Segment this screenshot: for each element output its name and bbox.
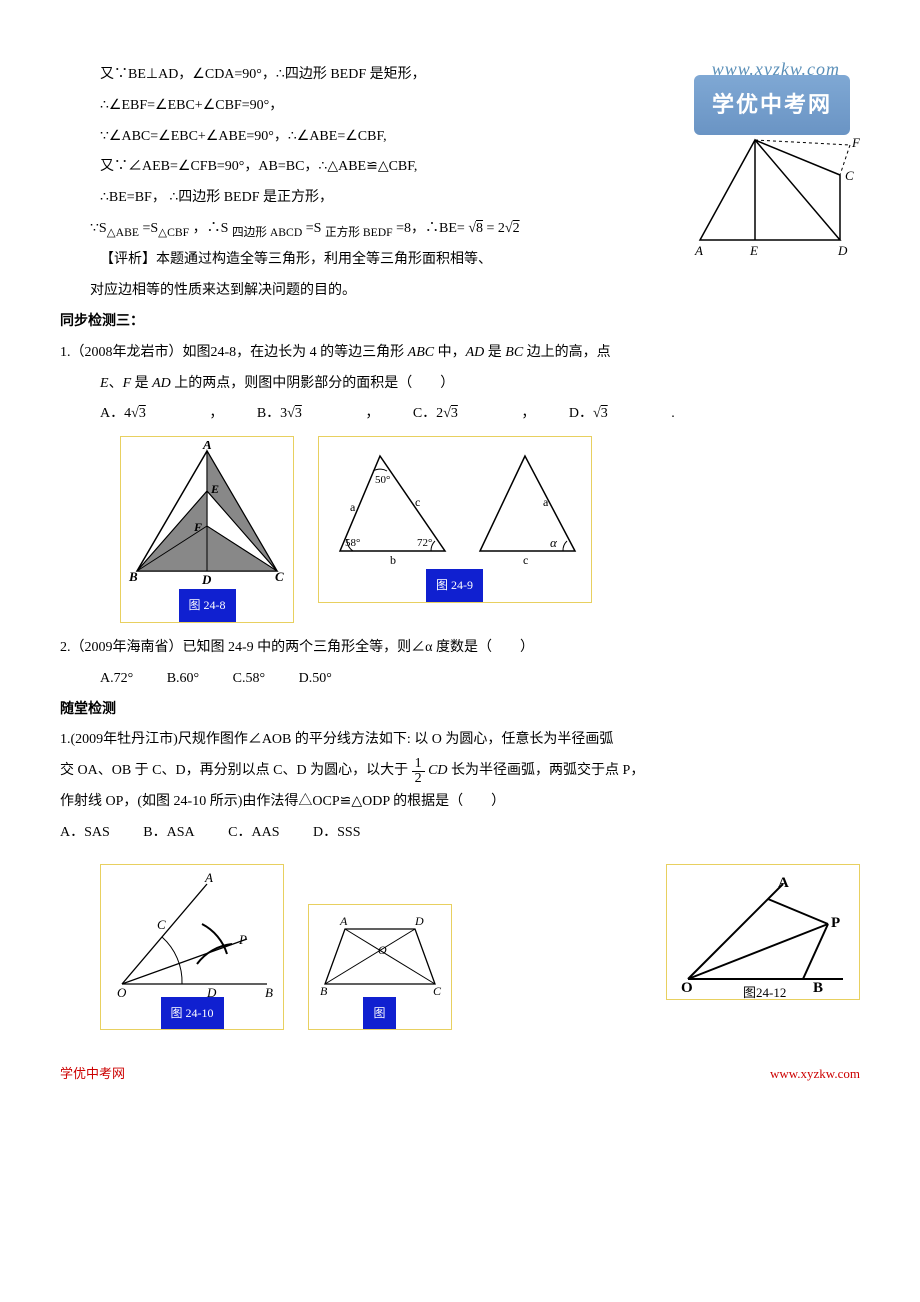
svg-text:72°: 72° bbox=[417, 537, 432, 549]
svg-text:C: C bbox=[845, 168, 854, 183]
q2-option-d: D.50° bbox=[299, 671, 332, 686]
svg-text:O: O bbox=[378, 943, 387, 957]
footer-right: www.xyzkw.com bbox=[770, 1060, 860, 1089]
figure-24-10-caption: 图 24-10 bbox=[161, 997, 224, 1029]
svg-text:O: O bbox=[117, 985, 127, 999]
figure-24-11: A D B C O 图 bbox=[308, 904, 452, 1031]
figure-short-caption: 图 bbox=[363, 997, 395, 1029]
q2-options: A.72° B.60° C.58° D.50° bbox=[100, 664, 860, 695]
q1-option-d: D．√3 . bbox=[569, 406, 675, 421]
section-heading-class: 随堂检测 bbox=[60, 695, 860, 726]
figure-24-12: O A P B 图24-12 bbox=[666, 864, 860, 1000]
figure-24-9: 50° 58° 72° a c b a c α 图 24-9 bbox=[318, 436, 592, 603]
figure-24-9-caption: 图 24-9 bbox=[426, 569, 483, 601]
q3-stem-line3: 作射线 OP，(如图 24-10 所示)由作法得△OCP≌△ODP 的根据是（ … bbox=[60, 787, 860, 818]
q2-stem: 2.（2009年海南省）已知图 24-9 中的两个三角形全等，则∠α 度数是（ … bbox=[60, 633, 860, 664]
q2-option-a: A.72° bbox=[100, 671, 133, 686]
svg-text:a: a bbox=[543, 495, 549, 509]
q3-option-d: D．SSS bbox=[313, 825, 360, 840]
svg-text:a: a bbox=[350, 500, 356, 514]
svg-text:c: c bbox=[415, 495, 420, 509]
q1-option-b: B．3√3 ， bbox=[257, 406, 380, 421]
figure-24-8-caption: 图 24-8 bbox=[179, 589, 236, 621]
analysis-line-2: 对应边相等的性质来达到解决问题的目的。 bbox=[90, 276, 860, 307]
svg-text:B: B bbox=[128, 569, 138, 584]
q3-stem-line1: 1.(2009年牡丹江市)尺规作图作∠AOB 的平分线方法如下: 以 O 为圆心… bbox=[60, 725, 860, 756]
svg-text:F: F bbox=[851, 135, 860, 150]
q3-stem-line2: 交 OA、OB 于 C、D，再分别以点 C、D 为圆心，以大于 1 2 CD 长… bbox=[60, 756, 860, 787]
q1-stem-line2: E、F 是 AD 上的两点，则图中阴影部分的面积是（ ） bbox=[100, 369, 860, 400]
footer-left: 学优中考网 bbox=[60, 1060, 125, 1089]
q3-option-c: C．AAS bbox=[228, 825, 279, 840]
svg-text:E: E bbox=[210, 482, 219, 496]
svg-text:图24-12: 图24-12 bbox=[743, 985, 786, 999]
section-heading-sync: 同步检测三： bbox=[60, 307, 860, 338]
svg-text:A: A bbox=[204, 870, 213, 885]
svg-text:C: C bbox=[433, 984, 442, 998]
svg-text:D: D bbox=[837, 243, 848, 258]
figure-24-10: O A B C D P 图 24-10 bbox=[100, 864, 284, 1031]
q2-option-b: B.60° bbox=[167, 671, 199, 686]
svg-text:A: A bbox=[778, 875, 789, 891]
page-footer: 学优中考网 www.xyzkw.com bbox=[60, 1060, 860, 1089]
svg-text:B: B bbox=[813, 980, 823, 996]
svg-text:O: O bbox=[681, 980, 693, 996]
q3-options: A．SAS B．ASA C．AAS D．SSS bbox=[60, 818, 860, 849]
svg-text:A: A bbox=[694, 243, 703, 258]
q1-options: A．4√3 ， B．3√3 ， C．2√3 ， D．√3 . bbox=[100, 399, 860, 430]
q1-option-c: C．2√3 ， bbox=[413, 406, 536, 421]
svg-text:P: P bbox=[831, 915, 840, 931]
svg-text:B: B bbox=[320, 984, 328, 998]
svg-text:F: F bbox=[193, 520, 202, 534]
q1-stem-line1: 1.（2008年龙岩市）如图24-8，在边长为 4 的等边三角形 ABC 中，A… bbox=[60, 338, 860, 369]
q2-option-c: C.58° bbox=[233, 671, 265, 686]
q3-option-a: A．SAS bbox=[60, 825, 110, 840]
svg-text:D: D bbox=[201, 572, 212, 587]
svg-text:b: b bbox=[390, 553, 396, 567]
svg-text:D: D bbox=[414, 914, 424, 928]
watermark-logo: 学优中考网 bbox=[694, 75, 850, 135]
figure-24-8: A B C D E F 图 24-8 bbox=[120, 436, 294, 623]
svg-text:A: A bbox=[339, 914, 348, 928]
q3-option-b: B．ASA bbox=[143, 825, 194, 840]
svg-text:A: A bbox=[202, 441, 212, 452]
svg-text:α: α bbox=[550, 535, 558, 550]
svg-text:P: P bbox=[238, 932, 247, 947]
svg-text:B: B bbox=[265, 985, 273, 999]
svg-text:58°: 58° bbox=[345, 537, 360, 549]
svg-text:C: C bbox=[275, 569, 284, 584]
side-diagram-bedf: A B C D E F bbox=[690, 120, 860, 260]
svg-text:E: E bbox=[749, 243, 758, 258]
q1-option-a: A．4√3 ， bbox=[100, 406, 223, 421]
svg-text:c: c bbox=[523, 553, 528, 567]
svg-text:50°: 50° bbox=[375, 474, 390, 486]
svg-text:C: C bbox=[157, 917, 166, 932]
